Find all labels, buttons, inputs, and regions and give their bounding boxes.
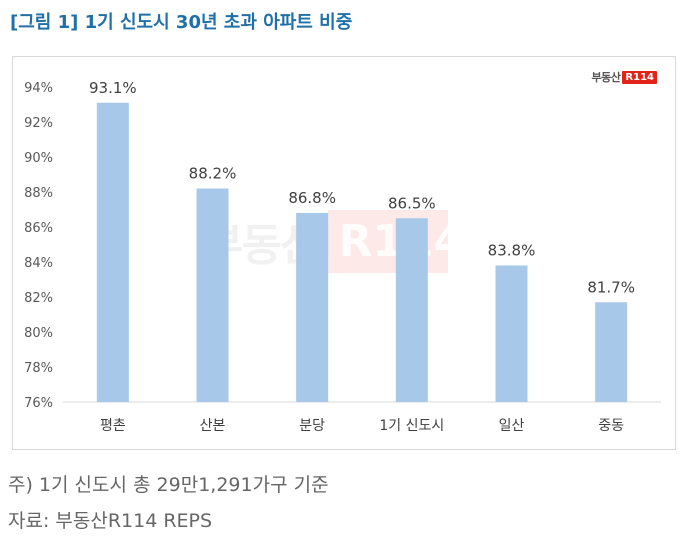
x-tick-label: 분당 bbox=[299, 418, 325, 434]
bar bbox=[296, 213, 329, 402]
x-tick-label: 일산 bbox=[499, 418, 525, 434]
bar bbox=[495, 265, 528, 402]
source-note: 자료: 부동산R114 REPS bbox=[8, 510, 213, 532]
y-tick-label: 76% bbox=[24, 396, 53, 411]
data-label: 93.1% bbox=[89, 79, 137, 97]
footnote: 주) 1기 신도시 총 29만1,291가구 기준 bbox=[8, 474, 329, 496]
logo-text: 부동산 bbox=[591, 71, 621, 84]
data-label: 86.5% bbox=[388, 194, 436, 212]
y-tick-label: 86% bbox=[24, 221, 53, 236]
data-label: 81.7% bbox=[587, 278, 635, 296]
y-tick-label: 84% bbox=[24, 256, 53, 271]
data-label: 88.2% bbox=[189, 165, 237, 183]
y-tick-label: 82% bbox=[24, 291, 53, 306]
bar-chart: 76% 78% 80% 82% 84% 86% 88% 90% 92% 94% 93.1% 평촌 88.… bbox=[24, 79, 661, 434]
y-tick-label: 78% bbox=[24, 361, 53, 376]
bar bbox=[96, 102, 129, 402]
bar bbox=[196, 188, 229, 402]
bar bbox=[395, 218, 428, 402]
x-tick-label: 평촌 bbox=[100, 418, 126, 434]
y-tick-label: 90% bbox=[24, 151, 53, 166]
y-tick-label: 80% bbox=[24, 326, 53, 341]
logo-badge: R114 bbox=[622, 70, 657, 84]
x-tick-label: 산본 bbox=[200, 418, 226, 434]
x-tick-label: 1기 신도시 bbox=[379, 418, 444, 434]
y-tick-label: 88% bbox=[24, 186, 53, 201]
chart-container: 부동산 R114 부동산 R114 76% 78% 80% 82% 84% 86% 88% 9… bbox=[12, 56, 676, 450]
bar bbox=[595, 302, 628, 402]
x-tick-label: 중동 bbox=[598, 418, 624, 434]
data-label: 83.8% bbox=[488, 242, 536, 260]
chart-title: [그림 1] 1기 신도시 30년 초과 아파트 비중 bbox=[10, 12, 353, 33]
brand-logo: 부동산 R114 bbox=[592, 69, 657, 85]
data-label: 86.8% bbox=[288, 189, 336, 207]
y-tick-label: 94% bbox=[24, 81, 53, 96]
y-tick-label: 92% bbox=[24, 116, 53, 131]
